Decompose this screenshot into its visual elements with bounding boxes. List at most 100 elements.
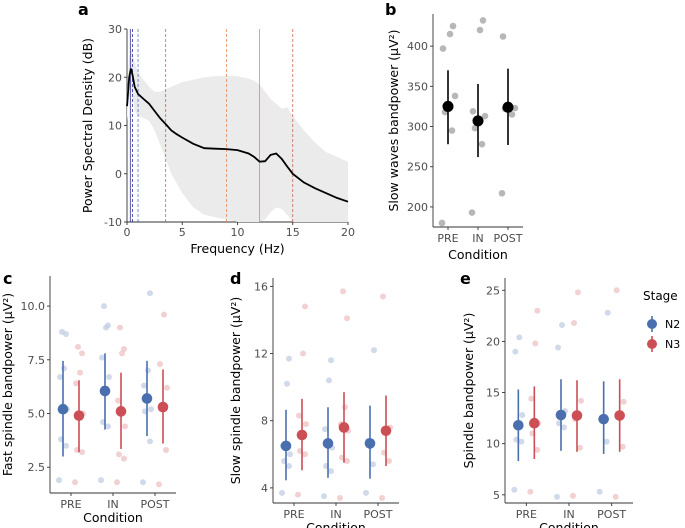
mean-point (502, 101, 514, 113)
data-point-n2 (328, 357, 334, 364)
data-point-n3 (163, 447, 169, 454)
data-point-n3 (121, 455, 127, 462)
data-point-n2 (370, 461, 376, 468)
data-point-n3 (117, 324, 123, 331)
data-point-n3 (296, 412, 302, 419)
x-tick-label: POST (597, 508, 626, 521)
data-point (508, 111, 516, 118)
y-tick-label: 400 (407, 40, 428, 53)
data-point-n3 (303, 421, 309, 428)
y-tick-label: 20 (108, 71, 122, 84)
x-tick-label: POST (364, 508, 393, 521)
data-point-n3 (342, 404, 348, 411)
y-tick-label: 250 (407, 161, 428, 174)
data-point-n3 (344, 315, 350, 322)
y-tick-label: 200 (407, 201, 428, 214)
panel-label-e: e (460, 269, 471, 288)
y-tick-label: 0 (115, 168, 122, 181)
y-tick-label: 2.5 (28, 461, 46, 474)
y-tick-label: 350 (407, 80, 428, 93)
data-point-n2 (596, 488, 603, 495)
y-tick-label: 16 (254, 280, 268, 293)
data-point-n3 (534, 307, 541, 314)
data-point-n3 (116, 451, 122, 458)
data-point-n3 (157, 361, 163, 368)
data-point-n3 (122, 423, 128, 430)
mean-point-n2 (513, 419, 524, 431)
x-tick-label: IN (107, 498, 118, 511)
mean-point-n2 (322, 438, 334, 449)
data-point-n2 (371, 347, 377, 354)
data-point (449, 22, 457, 30)
mean-point-n3 (529, 417, 540, 429)
y-tick-label: 5 (493, 489, 500, 502)
data-point-n3 (72, 479, 78, 486)
data-point-n3 (344, 458, 350, 465)
data-point-n2 (287, 451, 293, 458)
data-point-n2 (561, 424, 567, 431)
data-point (499, 33, 507, 40)
data-point-n3 (337, 494, 343, 501)
data-point-n2 (512, 348, 519, 355)
data-point-n2 (147, 438, 153, 445)
data-point-n3 (164, 384, 170, 391)
data-point-n3 (612, 493, 619, 500)
data-point-n3 (114, 479, 120, 486)
data-point-n2 (101, 303, 107, 310)
mean-point-n2 (598, 413, 609, 425)
y-axis-title: Power Spectral Density (dB) (80, 38, 95, 213)
data-point (468, 209, 476, 216)
y-axis-title: Fast spindle bandpower (μV²) (0, 293, 15, 476)
legend-label-n3: N3 (665, 338, 680, 351)
data-point (469, 107, 477, 115)
data-point-n3 (613, 287, 620, 294)
y-tick-label: 8 (261, 415, 268, 428)
y-axis-title: Slow waves bandpower (μV²) (386, 29, 401, 211)
mean-point-n3 (73, 410, 85, 421)
data-point-n3 (161, 311, 167, 318)
data-point-n3 (532, 340, 539, 347)
data-point-n3 (121, 346, 127, 353)
panel-label-a: a (78, 0, 89, 19)
data-point (478, 140, 486, 148)
ci-ribbon (127, 48, 348, 222)
data-point-n3 (115, 397, 121, 404)
x-axis-title: Condition (539, 520, 599, 528)
panel-label-c: c (3, 269, 12, 288)
panel-e: e 5 10 15 20 25 Spindle bandpower (μV²) Conditi… (460, 269, 680, 528)
data-point-n2 (519, 412, 526, 419)
data-point-n3 (619, 443, 626, 450)
mean-point-n3 (115, 406, 127, 417)
y-tick-label: 30 (108, 23, 122, 36)
y-tick-label: 12 (254, 348, 268, 361)
y-axis-title: Spindle bandpower (μV²) (461, 313, 476, 469)
panel-b: b 200 250 300 350 400 Slow waves bandpower (μV… (385, 0, 523, 262)
data-point-n3 (571, 320, 577, 326)
y-tick-label: 15 (486, 387, 500, 400)
data-point-n3 (77, 369, 83, 376)
data-point-n2 (279, 489, 285, 496)
data-point (479, 17, 487, 24)
legend-key-point (647, 319, 657, 329)
x-tick-label: IN (563, 508, 574, 521)
y-tick-label: 10 (108, 120, 122, 133)
data-point (439, 45, 447, 52)
data-point-n2 (322, 426, 328, 433)
data-point-n3 (570, 492, 576, 499)
data-point-n2 (554, 493, 560, 500)
data-point (446, 30, 454, 38)
data-point-n3 (340, 288, 346, 295)
data-point-n2 (518, 438, 525, 445)
y-tick-label: 20 (486, 335, 500, 348)
mean-point-n3 (571, 410, 583, 421)
data-point-n2 (363, 489, 369, 496)
data-point-n3 (302, 451, 308, 458)
x-tick-label: 0 (124, 226, 131, 239)
mean-point-n2 (364, 438, 376, 449)
data-point-n3 (79, 449, 85, 456)
data-point-n3 (73, 380, 79, 387)
x-tick-label: IN (330, 508, 341, 521)
data-point-n2 (59, 328, 65, 335)
mean-point-n3 (380, 425, 392, 437)
